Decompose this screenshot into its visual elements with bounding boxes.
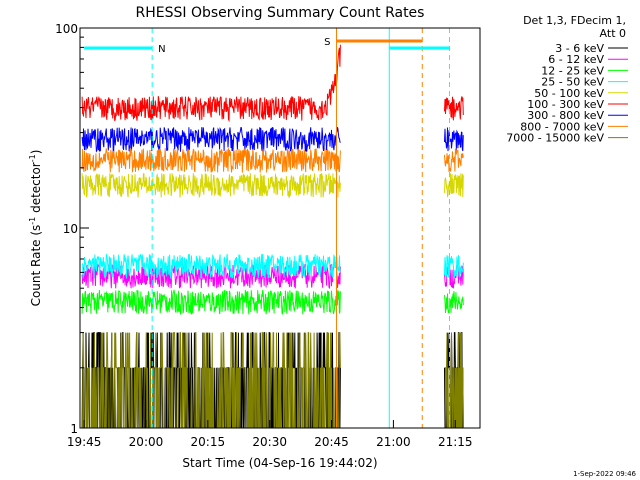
legend-entry-2: 6 - 12 keV [548, 53, 604, 66]
x-tick-label-2: 20:00 [129, 435, 164, 449]
footer-timestamp: 1-Sep-2022 09:46 [573, 470, 636, 478]
x-tick-label-1: 19:45 [67, 435, 102, 449]
axis-layer: 19:45 20:00 20:15 20:30 20:45 21:00 21:15 1 10 10… [55, 22, 472, 449]
legend-entry-7: 300 - 800 keV [527, 109, 604, 122]
series-line-4 [81, 253, 464, 281]
legend-entry-1: 3 - 6 keV [555, 42, 604, 55]
series-line-6 [81, 44, 464, 123]
y-tick-label-2: 10 [63, 222, 78, 236]
x-tick-label-5: 20:45 [314, 435, 349, 449]
legend-header-line2: Att 0 [600, 27, 626, 40]
x-tick-label-4: 20:30 [252, 435, 287, 449]
legend-entry-6: 100 - 300 keV [527, 98, 604, 111]
y-axis-label-main: Count Rate (s [29, 225, 43, 307]
legend-entry-8: 800 - 7000 keV [520, 120, 604, 133]
chart-title: RHESSI Observing Summary Count Rates [136, 5, 425, 21]
series-line-7 [81, 127, 464, 154]
series-line-8 [81, 147, 464, 173]
y-axis-label-mid: detector [29, 162, 43, 217]
y-axis-label-end: ) [29, 150, 43, 155]
legend-entry-9: 7000 - 15000 keV [506, 132, 604, 145]
legend-entry-3: 12 - 25 keV [541, 64, 604, 77]
x-tick-label-6: 21:00 [376, 435, 411, 449]
legend-entry-5: 50 - 100 keV [534, 87, 604, 100]
x-axis-label: Start Time (04-Sep-16 19:44:02) [182, 456, 377, 470]
series-layer [81, 44, 464, 429]
series-line-2 [81, 262, 464, 290]
y-tick-label-3: 100 [55, 22, 78, 36]
y-tick-label-1: 1 [70, 422, 78, 436]
y-axis-label-sup1: -1 [28, 217, 37, 225]
legend-header-line1: Det 1,3, FDecim 1, [523, 14, 626, 27]
annotation-label-1: N [158, 44, 165, 55]
series-line-3 [81, 289, 464, 315]
marker-layer: NS [84, 28, 450, 428]
annotation-label-2: S [324, 37, 330, 48]
y-axis-label-sup2: -1 [28, 154, 37, 162]
legend-entry-4: 25 - 50 keV [541, 76, 604, 89]
x-tick-label-3: 20:15 [191, 435, 226, 449]
x-tick-label-7: 21:15 [438, 435, 473, 449]
series-line-5 [81, 173, 464, 199]
y-axis-label: Count Rate (s-1 detector-1) [28, 150, 43, 307]
